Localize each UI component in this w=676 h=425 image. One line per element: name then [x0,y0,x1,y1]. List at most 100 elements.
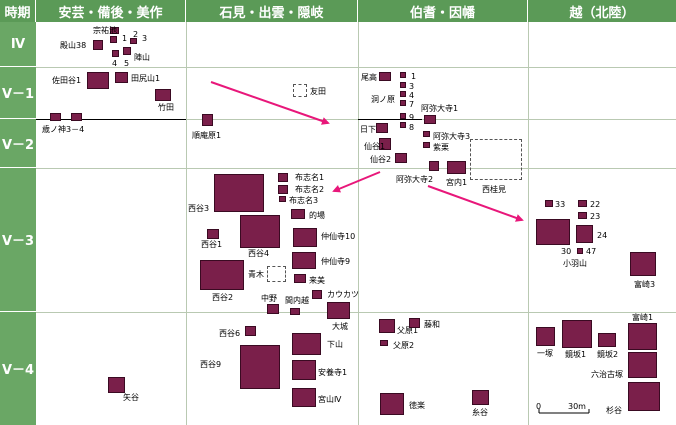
mound-label: 西桂見 [482,185,506,194]
mound [155,89,171,101]
mound-label: 富崎1 [632,313,654,322]
mound [395,153,407,163]
mound-label: 宮内1 [446,178,468,187]
col-divider [358,22,359,425]
header-region-3: 伯耆・因幡 [358,0,528,22]
mound-label: 鏡坂2 [597,350,619,359]
mound [71,113,82,121]
mound-label: 日下 [360,125,376,134]
mound [293,228,317,247]
mound-label: 父原1 [397,326,419,335]
mound-label: 竹田 [158,103,174,112]
mound-label: 9 [409,113,415,122]
mound [327,302,350,319]
mound-label: 殿山38 [60,41,87,50]
mound [87,72,109,89]
mound-label: カウカツ [327,290,359,299]
mound-label: 的場 [309,211,325,220]
mound [240,215,280,248]
mound-label: 青木 [248,270,264,279]
col-divider [528,22,529,425]
mound-label: 仙谷1 [364,142,386,151]
scale-zero-label: 0 [536,402,542,411]
mound-label: 33 [555,200,566,209]
mound-label: 順庵原1 [192,131,222,140]
mound [267,304,279,314]
mound-label: 六治古塚 [591,370,623,379]
unexcavated-outline [293,84,307,97]
mound-label: 西谷1 [201,240,223,249]
mound-label: 父原2 [393,341,415,350]
mound [200,260,244,290]
mound [278,173,288,182]
mound-label: 阿弥大寺3 [433,132,471,141]
mound-label: 布志名2 [295,185,325,194]
mound [400,91,406,97]
mound-label: 西谷4 [248,249,270,258]
mound [214,174,264,212]
mound-label: 尾高 [361,73,377,82]
mound-label: 23 [590,212,601,221]
mound-label: 1 [122,34,128,43]
row-divider [36,67,676,68]
mound-label: 3 [142,34,148,43]
mound-label: 紫栗 [433,143,449,152]
mound [110,27,119,34]
mound [576,225,593,243]
mound [598,333,616,347]
mound [447,161,466,174]
mound-label: 大城 [332,322,348,331]
mound-label: 藤和 [424,320,440,329]
mound [400,113,406,119]
mound [245,326,256,336]
mound [400,82,406,88]
mound-label: 布志名3 [289,196,319,205]
mound [202,114,213,126]
mound-label: 4 [112,59,118,68]
mound [628,323,657,350]
mound-label: 糸谷 [472,408,488,417]
mound [376,123,388,133]
mound-label: 1 [411,72,417,81]
mound-label: 鏡坂1 [565,350,587,359]
mound-label: 歳ノ神3－4 [42,125,85,134]
period-v2: Ⅴ－2 [0,119,36,168]
mound [536,327,555,346]
mound-label: 8 [409,123,415,132]
mound [409,318,420,328]
mound-label: 30 [561,247,572,256]
mound-label: 宮山Ⅳ [318,395,342,404]
mound-label: 阿弥大寺1 [421,104,459,113]
mound [312,290,322,299]
mound [292,333,321,355]
unexcavated-outline [267,266,286,282]
mound [130,38,137,44]
mound-label: 一塚 [537,349,553,358]
mound [429,161,439,171]
period-v4: Ⅴ－4 [0,312,36,425]
mound [110,36,117,43]
mound-label: 4 [409,91,415,100]
mound [562,320,592,348]
mound-label: 仲仙寺9 [321,257,351,266]
mound-label: 47 [586,247,597,256]
influence-arrow [427,185,524,222]
mound [278,185,288,194]
mound [93,40,103,50]
period-v1: Ⅴ－1 [0,67,36,119]
header-period: 時期 [0,0,36,22]
mound [400,122,406,128]
mound [290,308,300,315]
row-divider [36,312,676,313]
mound [578,200,587,207]
header-region-4: 越（北陸） [528,0,676,22]
mound [279,196,286,202]
mound [400,72,406,78]
mound-label: 仙谷2 [370,155,392,164]
scale-30m-label: 30m [568,402,586,411]
mound-label: 来美 [309,276,325,285]
mound [380,340,388,346]
influence-arrow [210,81,330,125]
ground-line [358,119,422,120]
